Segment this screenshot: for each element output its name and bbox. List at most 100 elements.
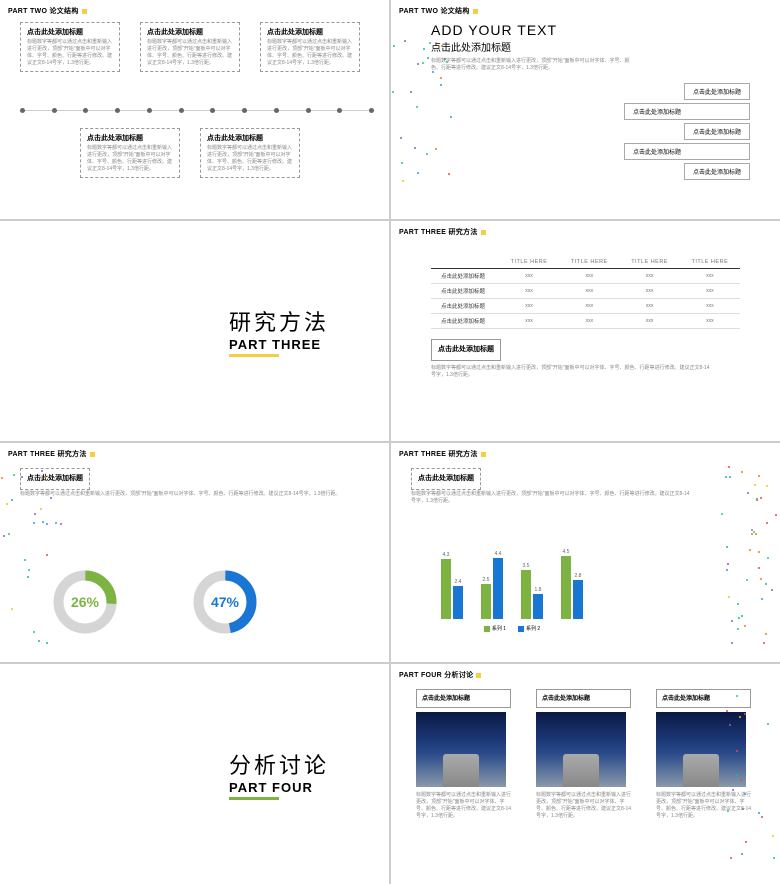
confetti-dot <box>417 63 419 65</box>
timeline-box: 点击此处添加标题标题数字等都可以通过点击和重新输入进行更改，顶部"开始"面板中可… <box>80 128 180 178</box>
confetti-dot <box>400 137 402 139</box>
confetti-dot <box>746 579 748 581</box>
confetti-dot <box>738 617 740 619</box>
confetti-dot <box>760 578 762 580</box>
confetti-dot <box>441 45 443 47</box>
timeline-box: 点击此处添加标题标题数字等都可以通过点击和重新输入进行更改，顶部"开始"面板中可… <box>20 22 120 72</box>
desc: 标题数字等都可以通过点击和重新输入进行更改，顶部"开始"面板中可以对字体、字号、… <box>411 491 691 505</box>
title-box: 点击此处添加标题 <box>411 468 481 490</box>
confetti-dot <box>741 615 743 617</box>
confetti-dot <box>737 603 739 605</box>
confetti-dot <box>775 514 777 516</box>
confetti-dot <box>767 557 769 559</box>
underline <box>229 797 279 800</box>
confetti-dot <box>416 106 418 108</box>
timeline <box>20 110 369 111</box>
confetti-dot <box>435 148 437 150</box>
confetti-dot <box>440 84 442 86</box>
list-item: 点击此处添加标题 <box>684 83 750 100</box>
slide-6: PART THREE 研究方法 点击此处添加标题 标题数字等都可以通过点击和重新… <box>391 443 780 662</box>
confetti-dot <box>731 620 733 622</box>
title-desc: 标题数字等都可以通过点击和重新输入进行更改，顶部"开始"面板中可以对字体、字号、… <box>431 58 631 72</box>
confetti-dot <box>771 589 773 591</box>
confetti-dot <box>758 551 760 553</box>
confetti-dot <box>440 77 442 79</box>
timeline-box: 点击此处添加标题标题数字等都可以通过点击和重新输入进行更改，顶部"开始"面板中可… <box>260 22 360 72</box>
confetti-dot <box>767 723 769 725</box>
confetti-dot <box>401 162 403 164</box>
desc: 标题数字等都可以通过点击和重新输入进行更改，顶部"开始"面板中可以对字体、字号、… <box>20 491 341 498</box>
confetti-dot <box>741 471 743 473</box>
confetti-dot <box>744 713 746 715</box>
confetti-dot <box>40 508 42 510</box>
section-title-cn: 研究方法 <box>229 305 329 337</box>
column-image <box>416 712 506 787</box>
confetti-dot <box>731 642 733 644</box>
confetti-dot <box>744 625 746 627</box>
confetti-dot <box>766 522 768 524</box>
title-cn: 点击此处添加标题 <box>431 39 631 54</box>
image-column: 点击此处添加标题标题数字等都可以通过点击和重新输入进行更改，顶部"开始"面板中可… <box>656 689 751 820</box>
confetti-dot <box>426 153 428 155</box>
confetti-dot <box>751 529 753 531</box>
donut-2: 47% <box>190 567 260 637</box>
confetti-dot <box>50 497 52 499</box>
confetti-dot <box>763 642 765 644</box>
confetti-dot <box>432 71 434 73</box>
confetti-dot <box>754 484 756 486</box>
confetti-dot <box>721 513 723 515</box>
confetti-dot <box>732 789 734 791</box>
confetti-dot <box>38 640 40 642</box>
confetti-dot <box>761 598 763 600</box>
list-item: 点击此处添加标题 <box>624 103 750 120</box>
confetti-dot <box>444 58 446 60</box>
confetti-dot <box>726 569 728 571</box>
confetti-dot <box>765 633 767 635</box>
slide-header: PART TWO 论文结构 <box>399 6 481 16</box>
confetti-dot <box>728 466 730 468</box>
underline <box>229 354 279 357</box>
confetti-dot <box>1 477 3 479</box>
confetti-dot <box>55 522 57 524</box>
confetti-dot <box>758 812 760 814</box>
slide-4: PART THREE 研究方法 TITLE HERETITLE HERETITL… <box>391 221 780 440</box>
footer-desc: 标题数字等都可以通过点击和重新输入进行更改，顶部"开始"面板中可以对字体、字号、… <box>431 365 711 379</box>
bar-group: 4.32.4 <box>441 552 463 619</box>
confetti-dot <box>414 147 416 149</box>
timeline-box: 点击此处添加标题标题数字等都可以通过点击和重新输入进行更改，顶部"开始"面板中可… <box>200 128 300 178</box>
confetti-dot <box>726 546 728 548</box>
confetti-dot <box>749 549 751 551</box>
confetti-dot <box>28 569 30 571</box>
confetti-dot <box>761 816 763 818</box>
confetti-dot <box>13 474 15 476</box>
bar-group: 3.51.8 <box>521 563 543 619</box>
confetti-dot <box>11 608 13 610</box>
confetti-dot <box>41 470 43 472</box>
confetti-dot <box>393 45 395 47</box>
list-item: 点击此处添加标题 <box>624 143 750 160</box>
confetti-dot <box>8 533 10 535</box>
column-image <box>536 712 626 787</box>
confetti-dot <box>728 596 730 598</box>
confetti-dot <box>737 628 739 630</box>
bar-chart: 4.32.42.54.43.51.84.52.8 <box>441 539 583 619</box>
confetti-dot <box>33 522 35 524</box>
column-image <box>656 712 746 787</box>
confetti-dot <box>42 521 44 523</box>
donut-1: 26% <box>50 567 120 637</box>
slide-2: PART TWO 论文结构 ADD YOUR TEXT 点击此处添加标题 标题数… <box>391 0 780 219</box>
slide-header: PART TWO 论文结构 <box>8 6 90 16</box>
confetti-dot <box>773 857 775 859</box>
confetti-dot <box>24 559 26 561</box>
confetti-dot <box>736 774 738 776</box>
confetti-dot <box>753 531 755 533</box>
confetti-dot <box>736 750 738 752</box>
confetti-dot <box>760 497 762 499</box>
confetti-dot <box>392 91 394 93</box>
slide-1: PART TWO 论文结构 点击此处添加标题标题数字等都可以通过点击和重新输入进… <box>0 0 389 219</box>
confetti-dot <box>27 576 29 578</box>
slide-5: PART THREE 研究方法 点击此处添加标题 标题数字等都可以通过点击和重新… <box>0 443 389 662</box>
confetti-dot <box>751 533 753 535</box>
confetti-dot <box>404 40 406 42</box>
confetti-dot <box>429 42 431 44</box>
